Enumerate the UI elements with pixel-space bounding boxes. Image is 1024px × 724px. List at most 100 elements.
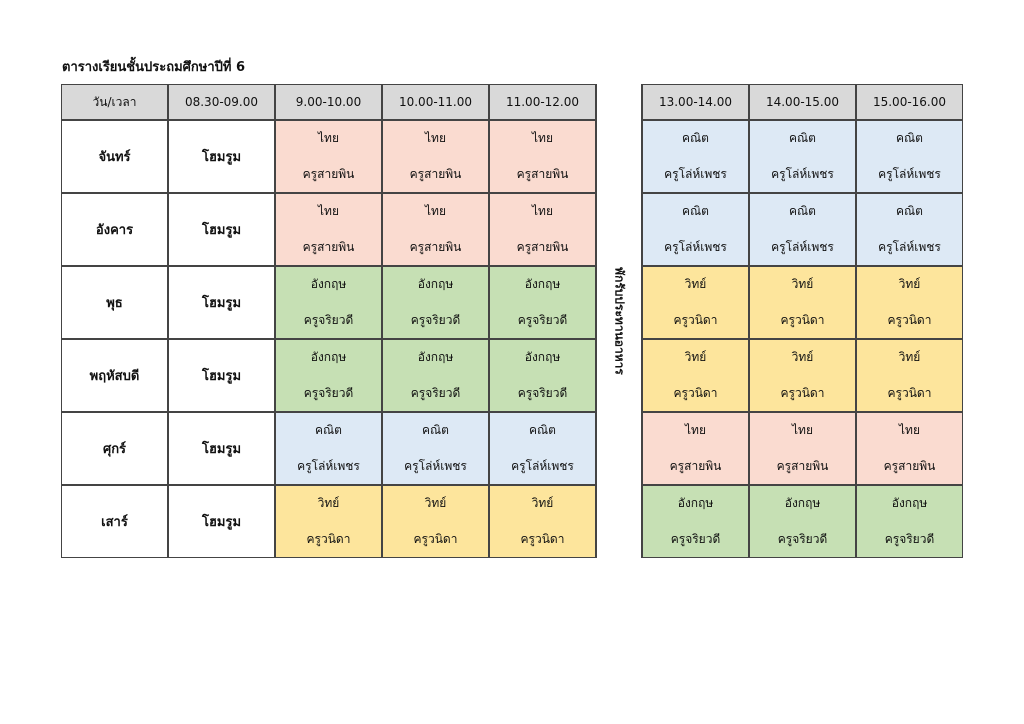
subject-name: ไทย [899, 423, 920, 438]
subject-name: วิทย์ [898, 277, 921, 292]
subject-name: อังกฤษ [310, 277, 347, 292]
subject-cell: ไทย ครูสายพิน [642, 412, 749, 485]
subject-cell: คณิต ครูโล่ห์เพชร [856, 120, 963, 193]
subject-name: คณิต [422, 423, 449, 438]
subject-name: อังกฤษ [677, 496, 714, 511]
subject-cell: วิทย์ ครูวนิดา [749, 339, 856, 412]
subject-name: วิทย์ [684, 350, 707, 365]
subject-cell: คณิตครูโล่ห์เพชร [749, 120, 856, 193]
teacher-name: ครูสายพิน [302, 166, 355, 181]
subject-cell: ไทย ครูสายพิน [856, 412, 963, 485]
page-title: ตารางเรียนชั้นประถมศึกษาปีที่ 6 [62, 60, 246, 75]
teacher-name: ครูวนิดา [673, 312, 718, 327]
subject-name: คณิต [789, 131, 816, 146]
teacher-name: ครูจริยวดี [670, 531, 721, 546]
subject-name: วิทย์ [791, 277, 814, 292]
teacher-name: ครูโล่ห์เพชร [404, 458, 467, 473]
teacher-name: ครูสายพิน [302, 239, 355, 254]
homeroom-cell: โฮมรูม [168, 193, 275, 266]
teacher-name: ครูจริยวดี [303, 312, 354, 327]
teacher-name: ครูสายพิน [409, 239, 462, 254]
teacher-name: ครูจริยวดี [517, 312, 568, 327]
teacher-name: ครูสายพิน [669, 458, 722, 473]
subject-name: วิทย์ [317, 496, 340, 511]
teacher-name: ครูสายพิน [516, 166, 569, 181]
homeroom-cell: โฮมรูม [168, 266, 275, 339]
header-cell: 14.00-15.00 [749, 84, 856, 120]
header-cell: 15.00-16.00 [856, 84, 963, 120]
subject-cell: ไทยครูสายพิน [275, 120, 382, 193]
subject-name: ไทย [425, 204, 446, 219]
day-cell: พุธ [61, 266, 168, 339]
teacher-name: ครูจริยวดี [777, 531, 828, 546]
subject-cell: วิทย์ครูวนิดา [489, 485, 596, 558]
day-cell: อังคาร [61, 193, 168, 266]
lunch-break-column: พักรับประทานอาหาร [596, 84, 642, 558]
homeroom-cell: โฮมรูม [168, 412, 275, 485]
teacher-name: ครูวนิดา [520, 531, 565, 546]
subject-cell: ไทย ครูสายพิน [749, 412, 856, 485]
subject-name: ไทย [318, 131, 339, 146]
subject-name: อังกฤษ [524, 277, 561, 292]
subject-name: คณิต [896, 204, 923, 219]
subject-cell: อังกฤษครูจริยวดี [382, 339, 489, 412]
subject-cell: คณิตครูโล่ห์เพชร [382, 412, 489, 485]
lunch-break-label: พักรับประทานอาหาร [612, 267, 627, 375]
subject-cell: วิทย์ ครูวนิดา [856, 339, 963, 412]
teacher-name: ครูวนิดา [887, 312, 932, 327]
subject-cell: อังกฤษ ครูจริยวดี [856, 485, 963, 558]
homeroom-cell: โฮมรูม [168, 120, 275, 193]
day-cell: จันทร์ [61, 120, 168, 193]
teacher-name: ครูโล่ห์เพชร [664, 166, 727, 181]
homeroom-cell: โฮมรูม [168, 339, 275, 412]
subject-cell: วิทย์ครูวนิดา [642, 266, 749, 339]
subject-cell: คณิตครูโล่ห์เพชร [275, 412, 382, 485]
header-cell: 13.00-14.00 [642, 84, 749, 120]
subject-cell: อังกฤษ ครูจริยวดี [749, 485, 856, 558]
subject-name: ไทย [318, 204, 339, 219]
teacher-name: ครูโล่ห์เพชร [878, 239, 941, 254]
subject-name: ไทย [792, 423, 813, 438]
teacher-name: ครูวนิดา [306, 531, 351, 546]
header-cell: 08.30-09.00 [168, 84, 275, 120]
subject-cell: คณิต ครูโล่ห์เพชร [489, 412, 596, 485]
subject-name: ไทย [532, 204, 553, 219]
subject-name: คณิต [315, 423, 342, 438]
subject-cell: ไทย ครูสายพิน [489, 193, 596, 266]
teacher-name: ครูจริยวดี [303, 385, 354, 400]
subject-name: อังกฤษ [417, 277, 454, 292]
teacher-name: ครูวนิดา [780, 312, 825, 327]
subject-cell: คณิตครูโล่ห์เพชร [642, 120, 749, 193]
subject-name: อังกฤษ [310, 350, 347, 365]
subject-cell: วิทย์ครูวนิดา [749, 266, 856, 339]
day-cell: ศุกร์ [61, 412, 168, 485]
teacher-name: ครูวนิดา [673, 385, 718, 400]
subject-name: อังกฤษ [417, 350, 454, 365]
day-cell: เสาร์ [61, 485, 168, 558]
teacher-name: ครูวนิดา [780, 385, 825, 400]
teacher-name: ครูโล่ห์เพชร [297, 458, 360, 473]
subject-cell: อังกฤษครูจริยวดี [275, 339, 382, 412]
subject-name: คณิต [682, 131, 709, 146]
subject-name: วิทย์ [684, 277, 707, 292]
subject-cell: ไทย ครูสายพิน [382, 120, 489, 193]
teacher-name: ครูจริยวดี [410, 385, 461, 400]
subject-cell: ไทยครูสายพิน [275, 193, 382, 266]
subject-cell: อังกฤษ ครูจริยวดี [489, 339, 596, 412]
teacher-name: ครูวนิดา [887, 385, 932, 400]
teacher-name: ครูโล่ห์เพชร [878, 166, 941, 181]
header-cell: 10.00-11.00 [382, 84, 489, 120]
header-cell: วัน/เวลา [61, 84, 168, 120]
header-cell: 9.00-10.00 [275, 84, 382, 120]
subject-name: ไทย [532, 131, 553, 146]
subject-cell: อังกฤษครูจริยวดี [642, 485, 749, 558]
teacher-name: ครูจริยวดี [517, 385, 568, 400]
subject-cell: วิทย์ครูวนิดา [856, 266, 963, 339]
subject-cell: ไทยครูสายพิน [382, 193, 489, 266]
subject-cell: อังกฤษ ครูจริยวดี [382, 266, 489, 339]
subject-cell: คณิต ครูโล่ห์เพชร [749, 193, 856, 266]
subject-name: วิทย์ [531, 496, 554, 511]
teacher-name: ครูจริยวดี [884, 531, 935, 546]
teacher-name: ครูโล่ห์เพชร [771, 166, 834, 181]
subject-name: คณิต [529, 423, 556, 438]
